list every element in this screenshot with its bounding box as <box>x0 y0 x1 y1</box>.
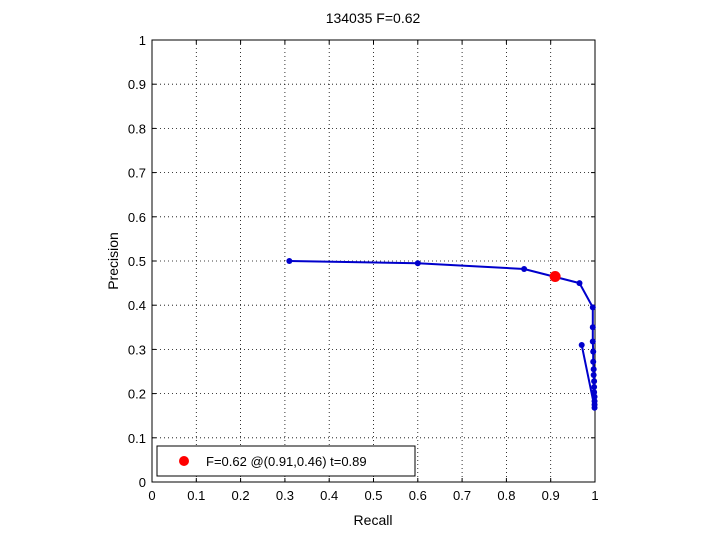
y-axis-label: Precision <box>105 232 121 290</box>
data-point <box>590 366 597 373</box>
y-tick-label: 0.9 <box>128 77 146 92</box>
data-point <box>414 260 421 267</box>
x-tick-label: 0.4 <box>320 488 338 503</box>
data-point <box>590 348 597 355</box>
legend-box <box>156 445 416 477</box>
data-point <box>591 383 598 390</box>
y-tick-label: 0.3 <box>128 342 146 357</box>
x-tick-label: 0.5 <box>364 488 382 503</box>
y-tick-label: 0.8 <box>128 121 146 136</box>
data-point <box>521 265 528 272</box>
chart-title: 134035 F=0.62 <box>326 10 421 26</box>
x-tick-label: 0.9 <box>542 488 560 503</box>
x-tick-label: 0.3 <box>276 488 294 503</box>
data-point <box>589 338 596 345</box>
data-point <box>589 304 596 311</box>
data-point <box>591 393 598 400</box>
data-point <box>591 378 598 385</box>
x-tick-label: 0.8 <box>497 488 515 503</box>
y-tick-label: 0.1 <box>128 431 146 446</box>
series-layer <box>286 258 598 411</box>
x-tick-label: 0.6 <box>409 488 427 503</box>
data-point <box>590 358 597 365</box>
x-tick-label: 0 <box>148 488 155 503</box>
data-point <box>589 324 596 331</box>
y-axis: 0 0.1 0.2 0.3 0.4 0.5 0.6 0.7 0.8 0.9 1 <box>128 33 595 490</box>
data-point <box>576 280 583 287</box>
grid-lines <box>152 40 595 482</box>
data-point <box>591 389 598 396</box>
legend-label: F=0.62 @(0.91,0.46) t=0.89 <box>206 454 367 469</box>
y-tick-label: 0.4 <box>128 298 146 313</box>
y-tick-label: 0.2 <box>128 387 146 402</box>
legend: F=0.62 @(0.91,0.46) t=0.89 <box>156 445 416 477</box>
best-point-layer <box>549 270 561 282</box>
y-tick-label: 1 <box>139 33 146 48</box>
y-tick-label: 0.5 <box>128 254 146 269</box>
x-tick-label: 0.1 <box>187 488 205 503</box>
data-point <box>591 404 598 411</box>
x-tick-label: 0.2 <box>232 488 250 503</box>
best-f-point <box>549 270 561 282</box>
data-point <box>578 341 585 348</box>
legend-marker <box>179 456 189 466</box>
x-tick-label: 1 <box>591 488 598 503</box>
y-tick-label: 0.7 <box>128 166 146 181</box>
x-tick-label: 0.7 <box>453 488 471 503</box>
data-point <box>590 372 597 379</box>
y-tick-label: 0 <box>139 475 146 490</box>
series-line <box>289 260 596 409</box>
x-axis: 0 0.1 0.2 0.3 0.4 0.5 0.6 0.7 0.8 0.9 1 <box>148 40 599 503</box>
data-point <box>286 258 293 264</box>
x-axis-label: Recall <box>354 512 393 528</box>
y-tick-label: 0.6 <box>128 210 146 225</box>
